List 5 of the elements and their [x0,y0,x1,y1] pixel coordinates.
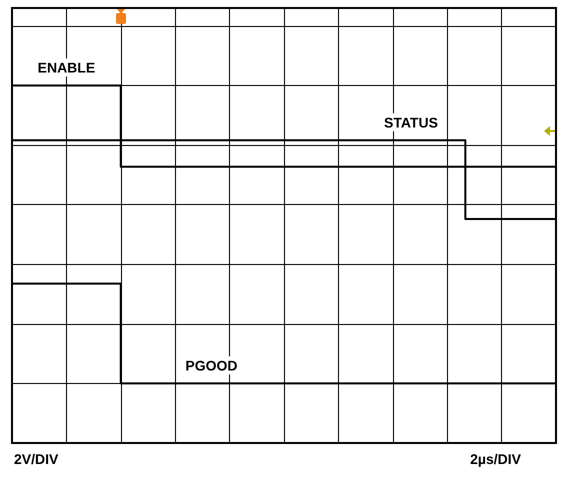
series-label: STATUS [384,114,438,130]
text: 2V/DIV [14,451,60,467]
text: 2µs/DIV [470,451,522,467]
series-label: ENABLE [38,59,96,76]
series-label: PGOOD [185,357,238,374]
